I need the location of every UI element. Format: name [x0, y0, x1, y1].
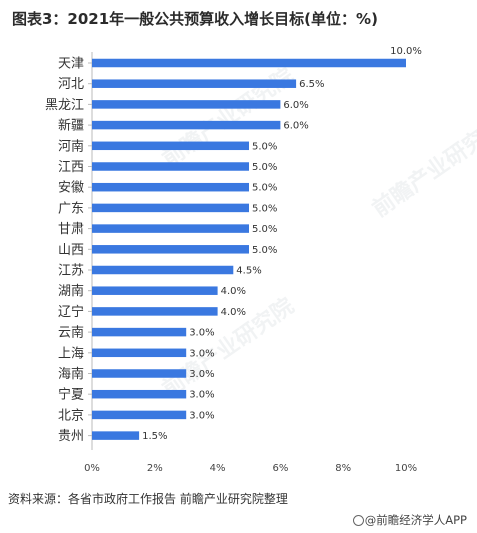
data-label: 5.0%: [252, 162, 277, 173]
category-label: 江苏: [58, 263, 84, 279]
x-tick-label: 4%: [210, 463, 226, 474]
x-tick-label: 2%: [147, 463, 163, 474]
chart-title: 图表3：2021年一般公共预算收入增长目标(单位：%): [12, 10, 378, 28]
data-label: 3.0%: [189, 348, 214, 359]
x-tick-label: 10%: [395, 463, 417, 474]
data-label: 3.0%: [189, 369, 214, 380]
data-label: 5.0%: [252, 245, 277, 256]
category-label: 上海: [58, 346, 84, 361]
bar: [92, 265, 234, 275]
category-label: 山西: [58, 243, 84, 258]
bar: [92, 141, 249, 151]
category-label: 河南: [58, 138, 84, 154]
x-tick-label: 8%: [335, 463, 351, 474]
data-label: 5.0%: [252, 224, 277, 235]
category-label: 海南: [58, 366, 84, 382]
category-label: 新疆: [58, 118, 84, 134]
bar: [92, 245, 249, 254]
data-label: 5.0%: [252, 203, 277, 214]
category-label: 甘肃: [58, 222, 84, 237]
data-label: 3.0%: [189, 328, 214, 339]
data-label: 3.0%: [189, 390, 214, 401]
bar: [92, 79, 297, 88]
category-label: 北京: [58, 408, 84, 423]
bar: [92, 307, 218, 316]
bar-chart: 天津 10.0% 河北 6.5% 黑龙江 6.0% 新疆 6.0% 河南 5.0% 江西 5.0% 安徽…: [45, 46, 422, 474]
bar: [92, 389, 187, 399]
data-label: 3.0%: [189, 410, 214, 421]
bar: [92, 120, 281, 130]
category-label: 江西: [58, 160, 84, 175]
category-label: 云南: [58, 325, 84, 341]
category-label: 河北: [58, 77, 84, 92]
bar: [92, 58, 406, 68]
x-tick-label: 6%: [272, 463, 288, 474]
bar: [92, 327, 187, 337]
data-label: 10.0%: [390, 46, 422, 57]
bar: [92, 224, 249, 233]
data-label: 5.0%: [252, 183, 277, 194]
category-label: 辽宁: [58, 304, 84, 320]
category-label: 宁夏: [58, 387, 84, 403]
data-label: 6.0%: [283, 121, 308, 132]
category-label: 贵州: [58, 429, 84, 444]
data-label: 6.0%: [283, 100, 308, 111]
data-label: 4.0%: [221, 286, 246, 297]
bar: [92, 410, 187, 420]
category-label: 广东: [58, 201, 84, 216]
brand-footer: @前瞻经济学人APP: [352, 512, 467, 528]
brand-logo-icon: [352, 515, 364, 526]
data-label: 6.5%: [299, 79, 324, 90]
bar: [92, 100, 281, 109]
bar: [92, 286, 218, 295]
data-label: 1.5%: [142, 431, 167, 442]
x-tick-label: 0%: [84, 463, 100, 474]
brand-text: @前瞻经济学人APP: [364, 513, 467, 527]
bar: [92, 162, 249, 171]
bar: [92, 431, 140, 440]
bar: [92, 203, 249, 213]
bar: [92, 182, 249, 192]
data-label: 5.0%: [252, 141, 277, 152]
category-label: 黑龙江: [45, 98, 84, 113]
bar: [92, 348, 187, 358]
category-label: 安徽: [58, 181, 84, 196]
bar: [92, 369, 187, 378]
category-label: 湖南: [58, 283, 84, 299]
data-label: 4.0%: [221, 307, 246, 318]
category-label: 天津: [58, 57, 84, 72]
data-label: 4.5%: [236, 266, 261, 277]
source-note: 资料来源：各省市政府工作报告 前瞻产业研究院整理: [8, 492, 288, 506]
